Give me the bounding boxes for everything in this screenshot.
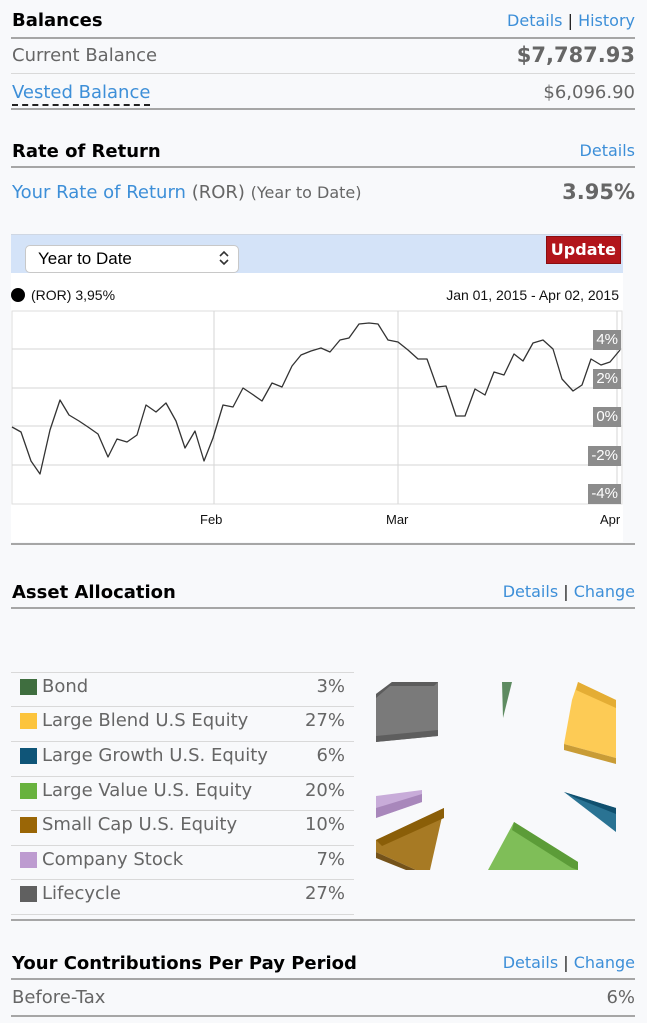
ror-title: Rate of Return: [12, 141, 161, 162]
chart-legend: (ROR) 3,95%: [11, 287, 115, 303]
allocation-name: Large Value U.S. Equity: [42, 780, 253, 801]
allocation-pct: 20%: [304, 780, 345, 801]
allocation-name: Company Stock: [42, 849, 184, 870]
ror-value: 3.95%: [562, 180, 635, 204]
divider: [11, 37, 635, 39]
y-tick-2: 2%: [593, 369, 621, 389]
ror-label: Your Rate of Return (ROR) (Year to Date): [12, 182, 362, 203]
updown-chevron-icon: [218, 249, 230, 270]
divider: [11, 1015, 635, 1017]
ror-line-chart: [11, 310, 623, 505]
y-tick-neg4: -4%: [588, 484, 621, 504]
allocation-pct: 3%: [316, 676, 345, 697]
allocation-name: Lifecycle: [42, 883, 121, 904]
divider: [11, 543, 635, 545]
swatch-large-growth: [20, 748, 37, 764]
allocation-pct: 6%: [316, 745, 345, 766]
chart-date-range: Jan 01, 2015 - Apr 02, 2015: [446, 287, 619, 303]
divider: [11, 166, 635, 168]
allocation-pie-chart: [376, 682, 616, 870]
divider: [11, 73, 635, 74]
ror-details-link[interactable]: Details: [579, 141, 635, 160]
allocation-header-links: Details | Change: [503, 582, 635, 601]
y-tick-neg2: -2%: [588, 446, 621, 466]
swatch-large-value: [20, 783, 37, 799]
divider: [11, 919, 635, 921]
separator: |: [563, 582, 569, 601]
y-tick-4: 4%: [593, 330, 621, 350]
before-tax-value: 6%: [606, 987, 635, 1008]
divider: [11, 978, 635, 980]
balances-details-link[interactable]: Details: [507, 11, 563, 30]
allocation-row: Small Cap U.S. Equity 10%: [11, 810, 354, 845]
contributions-title: Your Contributions Per Pay Period: [12, 953, 357, 974]
before-tax-label: Before-Tax: [12, 987, 106, 1008]
your-ror-link[interactable]: Your Rate of Return: [12, 182, 186, 203]
chart-toolbar: Year to Date Update: [11, 235, 623, 273]
x-tick-apr: Apr: [600, 512, 621, 527]
separator: |: [567, 11, 573, 30]
allocation-name: Large Growth U.S. Equity: [42, 745, 268, 766]
allocation-pct: 10%: [304, 814, 345, 835]
vested-balance-link[interactable]: Vested Balance: [12, 82, 151, 106]
allocation-title: Asset Allocation: [12, 582, 176, 603]
y-tick-0: 0%: [593, 407, 621, 427]
allocation-name: Bond: [42, 676, 89, 697]
legend-dot-icon: [11, 288, 25, 302]
legend-label: (ROR) 3,95%: [31, 287, 116, 303]
balances-history-link[interactable]: History: [578, 11, 635, 30]
ror-abbr: (ROR): [191, 182, 245, 203]
swatch-small-cap: [20, 817, 37, 833]
ror-chart-panel: Year to Date Update (ROR) 3,95% Jan 01, …: [11, 234, 623, 542]
allocation-row: Large Blend U.S Equity 27%: [11, 706, 354, 741]
contributions-change-link[interactable]: Change: [573, 953, 635, 972]
allocation-row: Company Stock 7%: [11, 845, 354, 880]
allocation-row: Lifecycle 27%: [11, 879, 354, 915]
allocation-row: Bond 3%: [11, 672, 354, 707]
update-button[interactable]: Update: [545, 236, 621, 264]
current-balance-value: $7,787.93: [516, 43, 635, 67]
allocation-change-link[interactable]: Change: [573, 582, 635, 601]
vested-balance-value: $6,096.90: [543, 82, 635, 103]
current-balance-label: Current Balance: [12, 45, 158, 66]
swatch-bond: [20, 679, 37, 695]
contributions-details-link[interactable]: Details: [502, 953, 559, 972]
ror-period: (Year to Date): [250, 183, 362, 202]
divider: [11, 607, 635, 609]
contributions-header-links: Details | Change: [503, 953, 635, 972]
x-tick-mar: Mar: [386, 512, 409, 527]
allocation-pct: 27%: [304, 883, 345, 904]
allocation-row: Large Value U.S. Equity 20%: [11, 776, 354, 811]
balances-header-links: Details | History: [507, 11, 635, 30]
swatch-company-stock: [20, 852, 37, 868]
balances-title: Balances: [12, 10, 103, 31]
swatch-large-blend: [20, 713, 37, 729]
swatch-lifecycle: [20, 886, 37, 902]
allocation-name: Small Cap U.S. Equity: [42, 814, 238, 835]
allocation-row: Large Growth U.S. Equity 6%: [11, 741, 354, 776]
allocation-pct: 27%: [304, 710, 345, 731]
allocation-details-link[interactable]: Details: [502, 582, 559, 601]
separator: |: [563, 953, 569, 972]
allocation-name: Large Blend U.S Equity: [42, 710, 249, 731]
period-select[interactable]: Year to Date: [25, 245, 239, 273]
period-select-value: Year to Date: [38, 249, 132, 268]
divider: [11, 108, 635, 110]
x-tick-feb: Feb: [200, 512, 223, 527]
allocation-pct: 7%: [316, 849, 345, 870]
